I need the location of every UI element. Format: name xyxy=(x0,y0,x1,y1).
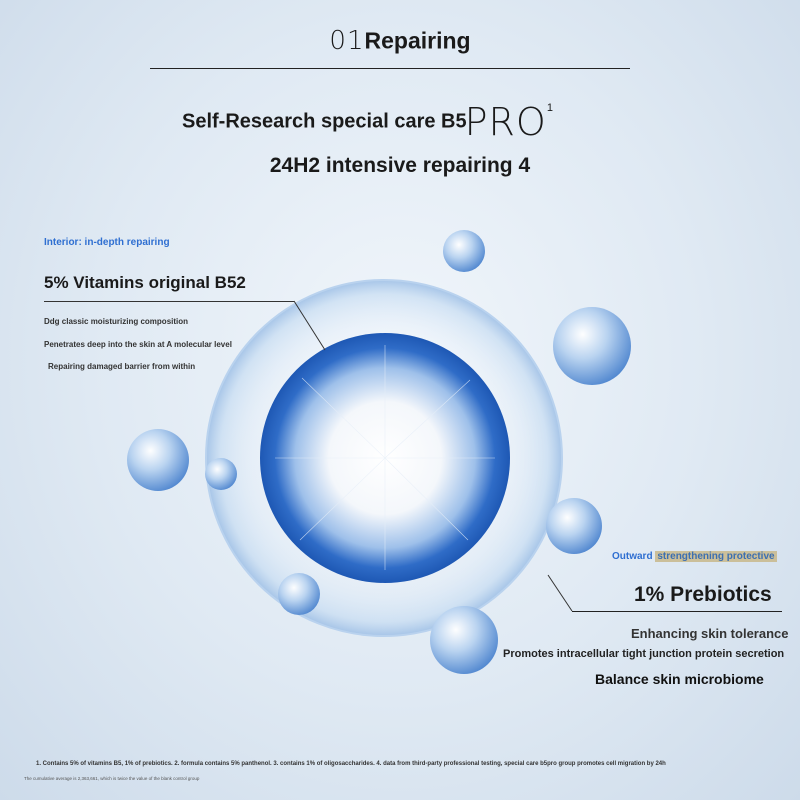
section-title: Repairing xyxy=(364,27,471,54)
outer-bubble xyxy=(205,279,563,637)
interior-line: Repairing damaged barrier from within xyxy=(48,362,196,371)
pro-logo: PRO xyxy=(464,100,547,144)
droplet xyxy=(443,230,485,272)
outward-line: Promotes intracellular tight junction pr… xyxy=(503,648,785,660)
page-title: 01Repairing xyxy=(0,26,800,56)
outward-line: Balance skin microbiome xyxy=(595,671,764,687)
headline: Self-Research special care B5PRO1 xyxy=(182,100,553,144)
left-callout-line xyxy=(293,300,326,351)
headline-superscript: 1 xyxy=(546,102,553,114)
subheadline: 24H2 intensive repairing 4 xyxy=(269,154,531,177)
droplet xyxy=(430,606,498,674)
outward-heading: 1% Prebiotics xyxy=(634,583,772,606)
outward-tag-word: Outward xyxy=(612,551,653,562)
inner-core xyxy=(260,333,510,583)
droplet xyxy=(546,498,602,554)
footnote: 1. Contains 5% of vitamins B5, 1% of pre… xyxy=(36,761,666,767)
droplet xyxy=(553,307,631,385)
outward-line: Enhancing skin tolerance xyxy=(631,626,789,641)
outward-tag: Outward strengthening protective xyxy=(612,551,777,562)
right-callout-line xyxy=(547,574,573,612)
interior-line: Ddg classic moisturizing composition xyxy=(44,317,189,326)
outward-tag-highlight: strengthening protective xyxy=(655,551,777,562)
headline-text: Self-Research special care B5 xyxy=(182,110,467,133)
droplet xyxy=(205,458,237,490)
title-divider xyxy=(150,68,630,69)
droplet xyxy=(127,429,189,491)
outward-divider xyxy=(572,611,782,612)
droplet xyxy=(278,573,320,615)
interior-divider xyxy=(44,301,294,302)
interior-line: Penetrates deep into the skin at A molec… xyxy=(44,340,232,349)
interior-tag: Interior: in-depth repairing xyxy=(44,237,170,248)
section-number: 01 xyxy=(329,26,365,56)
footnote-small: The cumulative average is 2,363,661, whi… xyxy=(24,776,200,781)
interior-heading: 5% Vitamins original B52 xyxy=(44,273,246,292)
